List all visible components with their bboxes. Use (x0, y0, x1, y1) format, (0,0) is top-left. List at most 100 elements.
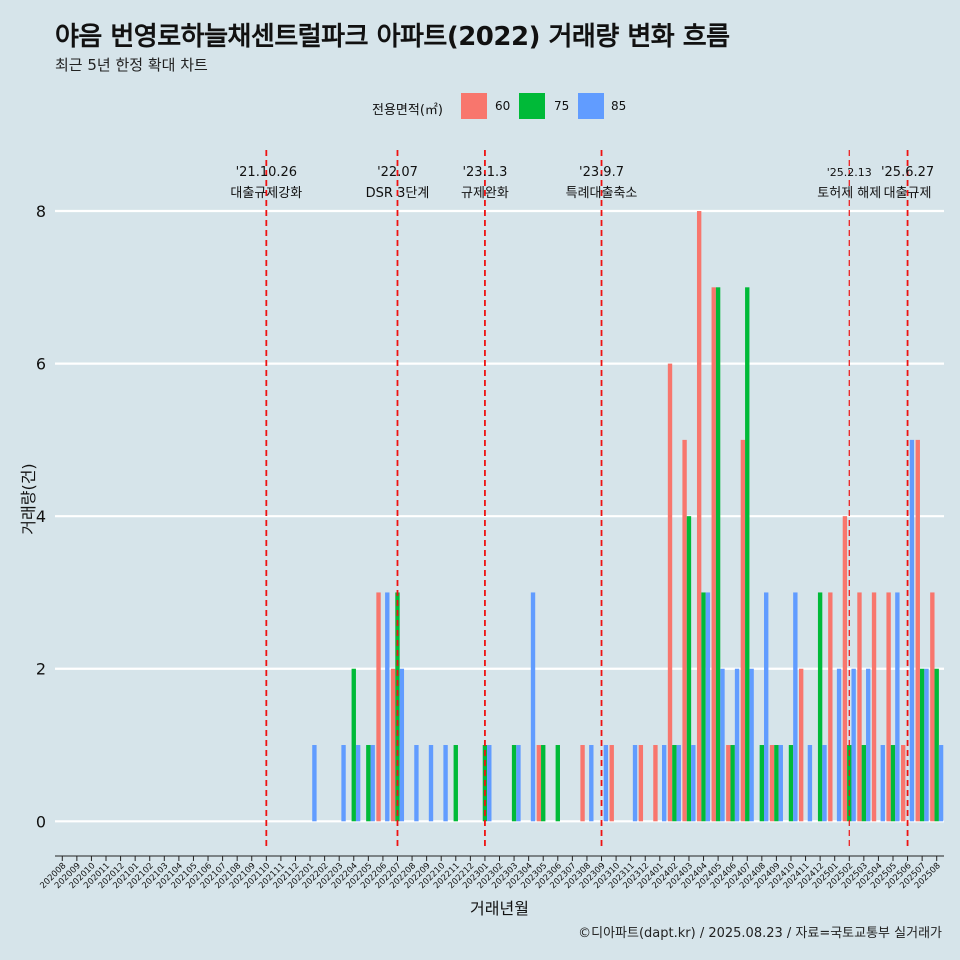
bar-85-202411 (807, 745, 813, 822)
bar-85-202505 (895, 592, 900, 822)
legend-key-60 (461, 93, 487, 119)
bar-75-202406 (730, 745, 735, 822)
event-date-label: '23.1.3 (462, 165, 507, 180)
y-tick-label: 6 (36, 355, 46, 374)
bar-85-202408 (764, 592, 769, 822)
bar-85-202206 (385, 592, 390, 822)
bar-85-202508 (938, 745, 944, 822)
bar-60-202403 (682, 439, 687, 822)
event-label: 토허제 해제 (817, 186, 881, 201)
bar-75-202410 (788, 745, 794, 822)
chart-subtitle: 최근 5년 한정 확대 차트 (55, 56, 208, 74)
y-axis-title: 거래량(건) (19, 463, 38, 534)
bar-85-202308 (589, 745, 594, 822)
bar-75-202503 (861, 745, 867, 822)
bar-85-202207 (399, 668, 405, 822)
legend-label-75: 75 (554, 99, 570, 113)
bar-85-202412 (822, 745, 827, 822)
bar-85-202502 (851, 668, 856, 822)
bar-85-202405 (720, 668, 725, 822)
bar-60-202207 (390, 668, 396, 822)
bar-75-202204 (351, 668, 356, 822)
bar-75-202303 (511, 745, 517, 822)
y-tick-label: 2 (36, 660, 46, 679)
bar-60-202402 (667, 363, 673, 822)
bar-60-202507 (915, 439, 920, 822)
event-date-label: '21.10.26 (236, 165, 297, 180)
bar-60-202401 (653, 745, 658, 822)
bar-60-202406 (726, 745, 731, 822)
bar-60-202503 (857, 592, 862, 822)
bar-60-202310 (609, 745, 614, 822)
bar-85-202506 (909, 439, 915, 822)
bar-85-202208 (414, 745, 419, 822)
bar-85-202507 (924, 668, 929, 822)
bar-75-202403 (686, 516, 692, 822)
bar-60-202502 (842, 516, 848, 822)
bar-75-202408 (759, 745, 765, 822)
bar-60-202504 (871, 592, 877, 822)
bar-75-202409 (774, 745, 779, 822)
legend-key-75 (519, 93, 545, 119)
bar-75-202507 (919, 668, 925, 822)
bar-75-202505 (890, 745, 896, 822)
bar-85-202301 (487, 745, 492, 822)
bar-85-202503 (866, 668, 871, 822)
bar-85-202407 (749, 668, 754, 822)
bar-85-202303 (516, 745, 521, 822)
event-label: 규제완화 (461, 186, 509, 201)
y-tick-label: 8 (36, 202, 46, 221)
event-date-label: '23.9.7 (579, 165, 624, 180)
event-label: 대출규제 (884, 186, 932, 201)
bar-85-202203 (341, 745, 346, 822)
bar-60-202505 (886, 592, 891, 822)
bar-85-202504 (880, 745, 885, 822)
bar-85-202304 (530, 592, 536, 822)
chart-title: 야음 번영로하늘채센트럴파크 아파트(2022) 거래량 변화 흐름 (55, 22, 730, 52)
bar-75-202412 (817, 592, 823, 822)
bar-60-202409 (769, 745, 775, 822)
event-label: DSR 3단계 (366, 186, 430, 201)
event-label: 특례대출축소 (566, 186, 638, 201)
bar-60-202308 (580, 745, 585, 822)
bar-85-202309 (603, 745, 609, 822)
source-caption: ©디아파트(dapt.kr) / 2025.08.23 / 자료=국토교통부 실… (578, 926, 942, 941)
bar-75-202306 (555, 745, 560, 822)
bar-60-202508 (930, 592, 935, 822)
event-label: 대출규제강화 (230, 186, 302, 201)
bar-85-202201 (312, 745, 317, 822)
bar-85-202409 (778, 745, 783, 822)
bar-75-202211 (453, 745, 458, 822)
bar-60-202506 (901, 745, 906, 822)
bar-60-202501 (828, 592, 833, 822)
bar-75-202207 (395, 592, 400, 822)
bar-60-202407 (740, 439, 746, 822)
bar-85-202403 (691, 745, 696, 822)
legend-label-60: 60 (495, 99, 511, 113)
bar-85-202311 (632, 745, 638, 822)
y-tick-label: 0 (36, 812, 46, 831)
bar-75-202305 (541, 745, 546, 822)
bar-60-202411 (798, 668, 804, 822)
bar-85-202410 (793, 592, 798, 822)
legend: 전용면적(㎡) 60 75 85 (0, 92, 960, 122)
legend-key-85 (578, 93, 604, 119)
legend-label-85: 85 (611, 99, 627, 113)
bar-60-202405 (711, 287, 716, 822)
bar-85-202204 (355, 745, 361, 822)
bar-85-202402 (676, 745, 681, 822)
y-tick-label: 4 (36, 507, 46, 526)
bar-75-202205 (366, 745, 371, 822)
bar-60-202305 (536, 745, 542, 822)
bar-85-202209 (428, 745, 434, 822)
bar-75-202407 (745, 287, 750, 822)
legend-title: 전용면적(㎡) (372, 103, 443, 118)
bar-60-202206 (376, 592, 381, 822)
x-axis-title: 거래년월 (470, 899, 529, 918)
bar-85-202404 (705, 592, 711, 822)
bar-85-202501 (836, 668, 842, 822)
event-date-label: '22.07 (377, 165, 418, 180)
bar-85-202210 (443, 745, 448, 822)
event-date-label: '25.2.13 (827, 166, 872, 179)
